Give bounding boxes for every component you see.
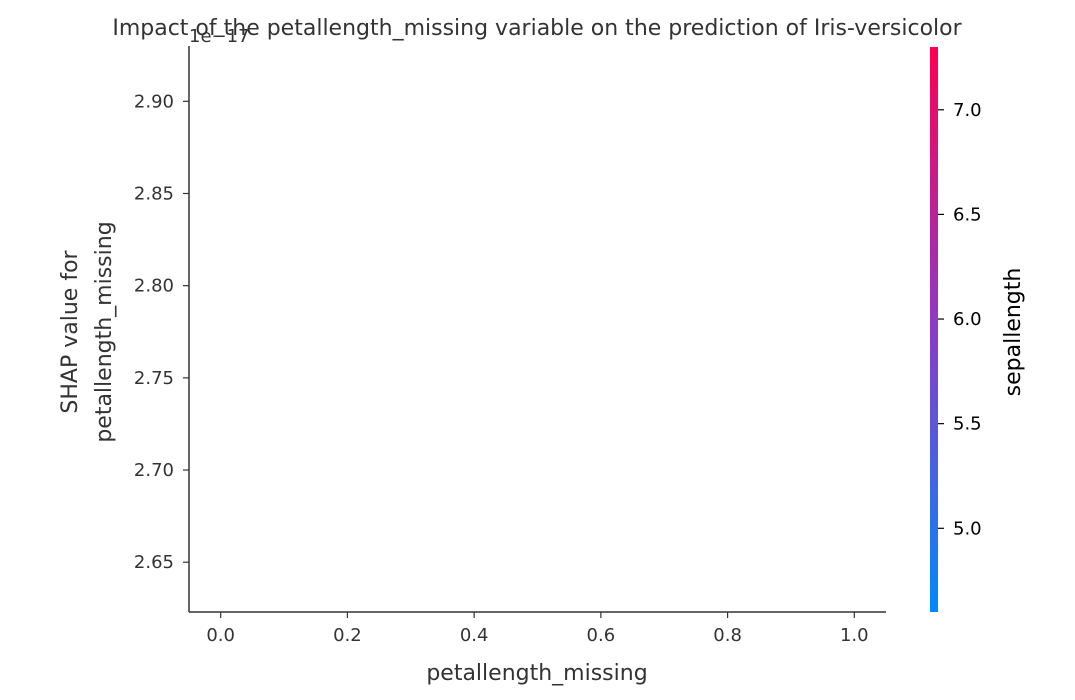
y-tick-label: 2.90 [134, 91, 174, 112]
x-tick-label: 0.4 [460, 625, 489, 646]
x-tick-label: 0.0 [206, 625, 235, 646]
x-tick-label: 1.0 [840, 625, 869, 646]
x-axis-label: petallength_missing [426, 661, 647, 686]
x-ticks: 0.0 0.2 0.4 0.6 0.8 1.0 [206, 612, 869, 646]
y-ticks: 2.90 2.85 2.80 2.75 2.70 2.65 [134, 91, 189, 573]
colorbar [930, 47, 938, 612]
y-axis-label: SHAP value for petallength_missing [58, 221, 117, 442]
y-tick-label: 2.80 [134, 276, 174, 297]
colorbar-tick-label: 7.0 [953, 100, 982, 121]
chart-title: Impact of the petallength_missing variab… [112, 16, 962, 41]
y-offset-text: 1e−17 [189, 26, 250, 47]
colorbar-label: sepallength [1001, 268, 1026, 397]
colorbar-tick-label: 6.5 [953, 204, 982, 225]
y-tick-label: 2.75 [134, 368, 174, 389]
x-tick-label: 0.8 [713, 625, 742, 646]
colorbar-ticks: 7.0 6.5 6.0 5.5 5.0 [938, 100, 982, 539]
colorbar-tick-label: 5.5 [953, 414, 982, 435]
x-tick-label: 0.6 [587, 625, 616, 646]
y-tick-label: 2.65 [134, 552, 174, 573]
colorbar-tick-label: 6.0 [953, 309, 982, 330]
x-tick-label: 0.2 [333, 625, 362, 646]
y-tick-label: 2.85 [134, 183, 174, 204]
colorbar-tick-label: 5.0 [953, 518, 982, 539]
y-tick-label: 2.70 [134, 460, 174, 481]
